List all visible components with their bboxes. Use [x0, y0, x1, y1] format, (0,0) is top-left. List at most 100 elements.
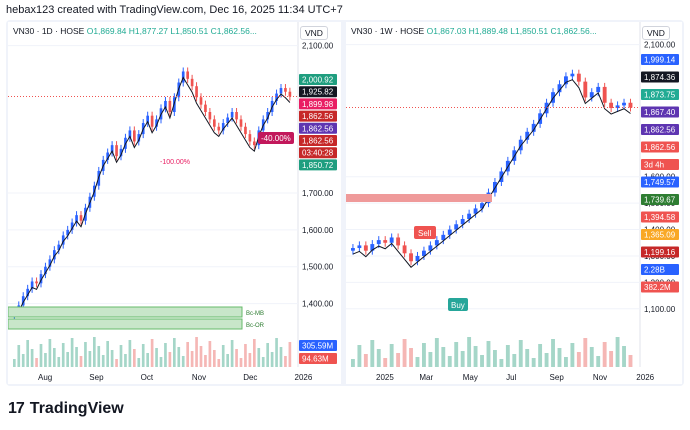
support-band-label: Bc-MB	[246, 311, 264, 317]
candle-body	[576, 73, 581, 82]
candle-body	[628, 102, 633, 108]
candle-body	[190, 78, 194, 87]
volume-bar	[61, 343, 65, 367]
price-tag-label: 382.2M	[644, 283, 671, 292]
price-tag-label: 1,749.57	[644, 178, 676, 187]
volume-bar	[428, 352, 433, 367]
volume-bar	[505, 345, 510, 367]
volume-bar	[589, 347, 594, 367]
candle-body	[460, 218, 465, 225]
candle-body	[383, 240, 388, 243]
price-tag-label: 1,925.82	[302, 88, 334, 97]
x-tick-label: 2026	[636, 373, 654, 382]
candle-body	[434, 240, 439, 246]
volume-bar	[48, 339, 52, 367]
volume-bar	[168, 352, 172, 367]
volume-bar	[244, 344, 247, 367]
daily-currency-button[interactable]: VND	[300, 26, 328, 40]
candle-body	[389, 237, 394, 243]
weekly-chart-svg[interactable]: 1,100.001,200.001,300.001,400.001,500.00…	[346, 22, 682, 384]
volume-bar	[551, 339, 555, 367]
candle-body	[402, 245, 407, 254]
volume-bar	[186, 342, 189, 367]
candle-body	[39, 274, 43, 284]
candle-body	[106, 152, 109, 160]
volume-bar	[115, 359, 118, 367]
weekly-symbol-legend[interactable]: VN30 · 1W · HOSE O1,867.03 H1,889.48 L1,…	[351, 26, 597, 36]
x-tick-label: Jul	[506, 373, 516, 382]
volume-bar	[357, 345, 362, 367]
weekly-chart-panel[interactable]: 1,100.001,200.001,300.001,400.001,500.00…	[346, 22, 682, 384]
daily-symbol-legend[interactable]: VN30 · 1D · HOSE O1,869.84 H1,877.27 L1,…	[13, 26, 257, 36]
price-tag	[299, 135, 337, 146]
volume-bar	[213, 350, 216, 367]
support-band-label: Bc-OR	[246, 323, 265, 329]
price-tag-label: 1,365.09	[644, 231, 676, 240]
candle-body	[168, 100, 172, 112]
price-tag	[641, 89, 679, 100]
volume-bar	[248, 353, 252, 367]
candle-body	[422, 250, 426, 256]
candle-body	[570, 73, 575, 77]
daily-low-value: L1,850.51	[170, 26, 209, 36]
volume-bar	[596, 356, 601, 367]
volume-bar	[383, 358, 388, 367]
volume-bar	[75, 347, 78, 367]
volume-bar	[467, 337, 472, 367]
price-tag	[641, 141, 679, 153]
daily-chart-svg[interactable]: 1,400.00 1,500.00 1,600.00 1,700.00 2,100.00…	[8, 22, 341, 384]
volume-bar	[235, 349, 238, 367]
volume-bar	[66, 352, 69, 367]
volume-bar	[35, 358, 38, 367]
candle-body	[454, 224, 459, 230]
candle-body	[221, 123, 225, 131]
candle-body	[428, 245, 433, 251]
volume-bar	[622, 346, 626, 367]
candle-body	[186, 71, 189, 79]
volume-bar	[473, 346, 478, 367]
volume-bar	[97, 346, 101, 367]
candle-body	[66, 229, 69, 236]
price-tag	[299, 86, 337, 98]
low-annotation-label: -100.00%	[160, 159, 190, 166]
candle-body	[557, 84, 562, 93]
volume-bar	[39, 344, 43, 367]
candle-body	[133, 130, 136, 142]
weekly-currency-button[interactable]: VND	[642, 26, 670, 40]
candle-body	[376, 240, 381, 245]
candle-body	[415, 255, 420, 262]
candle-body	[409, 253, 413, 262]
daily-chart-panel[interactable]: 1,400.00 1,500.00 1,600.00 1,700.00 2,100.00…	[8, 22, 341, 384]
price-tag-label: 2.28B	[644, 266, 665, 275]
candle-body	[357, 245, 362, 249]
volume-tag-label: 305.59M	[302, 342, 333, 351]
volume-bar	[44, 353, 47, 367]
volume-bar	[376, 349, 381, 367]
candle-body	[609, 102, 614, 109]
volume-bar	[177, 347, 181, 367]
weekly-low-value: L1,850.51	[510, 26, 549, 36]
daily-open-value: O1,869.84	[86, 26, 127, 36]
volume-bar	[525, 349, 530, 367]
volume-bar	[190, 351, 194, 367]
x-tick-label: Aug	[38, 373, 52, 382]
price-tag-label: 1,873.75	[644, 91, 676, 100]
volume-bar	[583, 338, 588, 367]
x-tick-label: 2026	[295, 373, 313, 382]
candle-body	[284, 88, 287, 92]
volume-bar	[230, 340, 234, 367]
price-tag-label: 03:40:28	[302, 149, 334, 158]
tradingview-brand-text: TradingView	[29, 400, 124, 417]
price-tag-label: 3d 4h	[644, 161, 664, 170]
volume-bar	[609, 351, 614, 367]
price-tag-label: 1,899.98	[302, 100, 334, 109]
volume-bar	[518, 340, 523, 367]
price-tag-label: 1,862.56	[302, 112, 334, 121]
price-tag	[641, 229, 679, 240]
volume-bar	[538, 344, 543, 367]
tradingview-footer[interactable]: 17 TradingView	[8, 400, 124, 418]
x-tick-label: Nov	[593, 373, 607, 382]
candle-body	[57, 244, 61, 251]
volume-bar	[30, 349, 34, 367]
y-tick-label: 1,100.00	[644, 305, 676, 314]
